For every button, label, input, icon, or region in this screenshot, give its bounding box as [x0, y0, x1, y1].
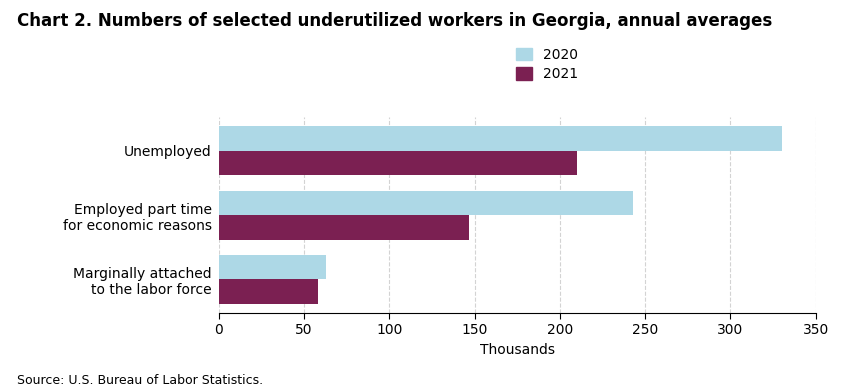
Bar — [219, 215, 469, 240]
Text: Source: U.S. Bureau of Labor Statistics.: Source: U.S. Bureau of Labor Statistics. — [17, 374, 263, 387]
X-axis label: Thousands: Thousands — [479, 343, 555, 357]
Legend: 2020, 2021: 2020, 2021 — [510, 42, 584, 87]
Text: Chart 2. Numbers of selected underutilized workers in Georgia, annual averages: Chart 2. Numbers of selected underutiliz… — [17, 12, 772, 30]
Bar — [219, 126, 781, 151]
Bar — [219, 255, 326, 280]
Bar — [219, 280, 318, 304]
Bar — [219, 151, 577, 175]
Bar — [219, 190, 633, 215]
